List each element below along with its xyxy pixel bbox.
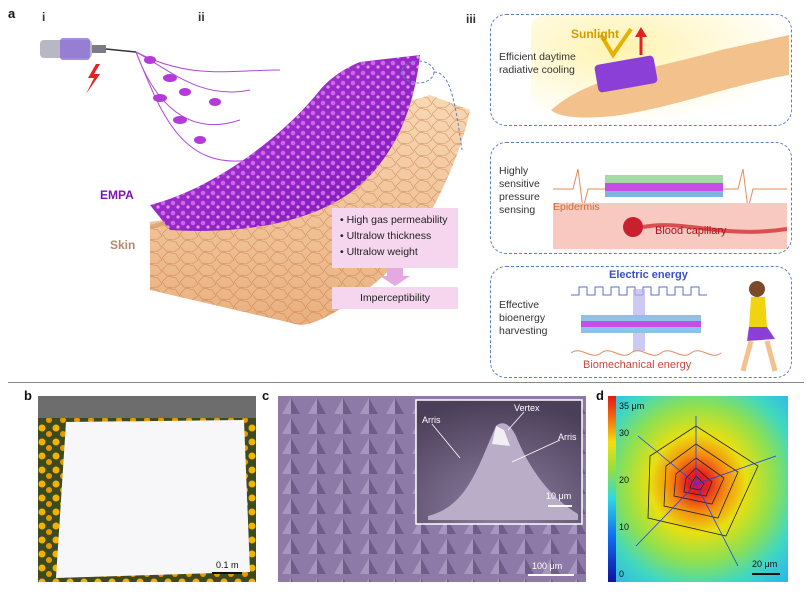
down-arrow-icon [380,268,410,286]
panel-a-ii-label: ii [198,10,205,24]
energy-text: Effective bioenergy harvesting [499,299,548,337]
cooling-text: Efficient daytime radiative cooling [499,51,576,76]
cooling-box: Efficient daytime radiative cooling Sunl… [490,14,792,126]
inset-pointer-lines [431,411,561,463]
panel-a-iii-label: iii [466,12,477,26]
scalebar-d [752,573,780,575]
properties-box: High gas permeability Ultralow thickness… [332,208,458,268]
scale-label-c: 100 μm [532,561,563,571]
empa-label: EMPA [100,188,134,202]
sem-image [278,396,586,582]
colorbar-tick-30: 30 [619,428,630,438]
sensor-illustration [553,168,787,249]
empa-sheet-photo [38,396,256,582]
colorbar-tick-10: 10 [619,522,630,532]
panel-d-label: d [596,388,604,403]
biomech-energy-label: Biomechanical energy [583,359,692,371]
properties-list: High gas permeability Ultralow thickness… [340,212,450,260]
divider [8,382,804,383]
epidermis-label: Epidermis [553,201,600,213]
panel-a-i-label: i [42,10,46,24]
scalebar-b [212,572,242,574]
pressure-box: Highly sensitive pressure sensing Epider… [490,142,792,254]
electric-energy-label: Electric energy [609,269,688,281]
height-map [608,396,788,582]
scale-label-inset: 10 μm [546,491,572,501]
high-voltage-icon [86,64,100,94]
syringe-icon [40,38,137,60]
property-item: Ultralow weight [340,244,450,260]
pressure-text: Highly sensitive pressure sensing [499,165,540,216]
scale-label-d: 20 μm [752,559,778,569]
capillary-label: Blood capillary [655,225,727,237]
panel-c-label: c [262,388,270,403]
scalebar-inset [548,505,572,507]
arm-illustration [531,15,789,123]
property-item: High gas permeability [340,212,450,228]
scalebar-c [528,574,574,576]
colorbar-tick-20: 20 [619,475,630,485]
colorbar-tick-35: 35 μm [619,401,645,411]
inset-arris-right-label: Arris [558,432,577,442]
panel-b-label: b [24,388,32,403]
panel-a-label: a [8,6,16,21]
imperceptibility-box: Imperceptibility [332,287,458,309]
energy-box: Effective bioenergy harvesting Electric … [490,266,792,378]
colorbar-tick-0: 0 [619,569,625,579]
property-item: Ultralow thickness [340,228,450,244]
inset-vertex-label: Vertex [514,403,540,413]
sunlight-label: Sunlight [571,27,619,41]
scale-label-b: 0.1 m [216,560,239,570]
harvester-illustration [571,281,778,372]
skin-label: Skin [110,238,136,252]
inset-arris-left-label: Arris [422,415,441,425]
